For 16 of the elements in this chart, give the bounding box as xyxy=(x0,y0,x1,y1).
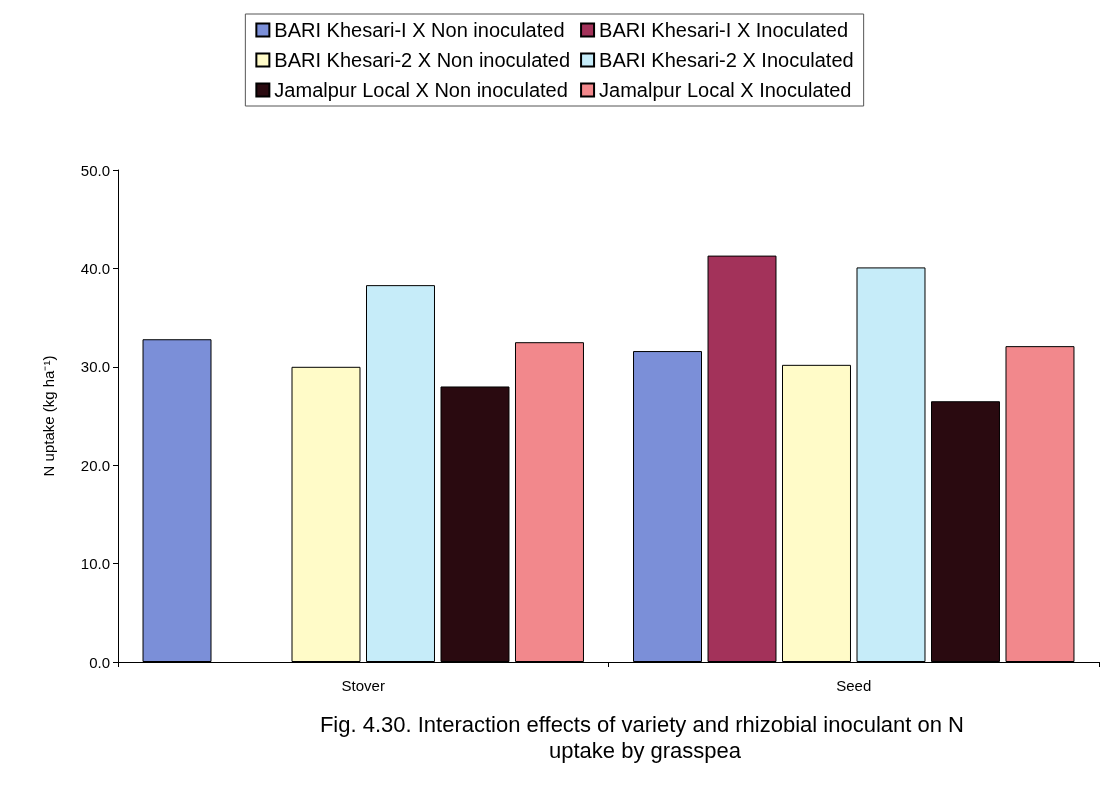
x-tick-label: Seed xyxy=(836,677,872,694)
legend-label: Jamalpur Local X Inoculated xyxy=(599,79,852,101)
y-axis-title: N uptake (kg ha⁻¹) xyxy=(40,355,57,477)
y-tick-label: 20.0 xyxy=(80,456,110,474)
legend-label: BARI Khesari-2 X Inoculated xyxy=(599,49,854,71)
y-tick-label: 10.0 xyxy=(80,555,110,573)
y-tick-label: 50.0 xyxy=(80,161,110,179)
legend-label: Jamalpur Local X Non inoculated xyxy=(274,79,568,101)
x-tick-label: Stover xyxy=(341,677,385,694)
y-tick-label: 0.0 xyxy=(89,653,110,671)
legend-label: BARI Khesari-I X Non inoculated xyxy=(274,19,565,41)
caption: Fig. 4.30. Interaction effects of variety and rhizobial inoculant on N uptake by grasspea xyxy=(319,711,971,763)
legend-label: BARI Khesari-2 X Non inoculated xyxy=(274,49,571,71)
y-tick-label: 40.0 xyxy=(80,259,110,277)
y-tick-label: 30.0 xyxy=(80,358,110,376)
legend-label: BARI Khesari-I X Inoculated xyxy=(599,19,849,41)
